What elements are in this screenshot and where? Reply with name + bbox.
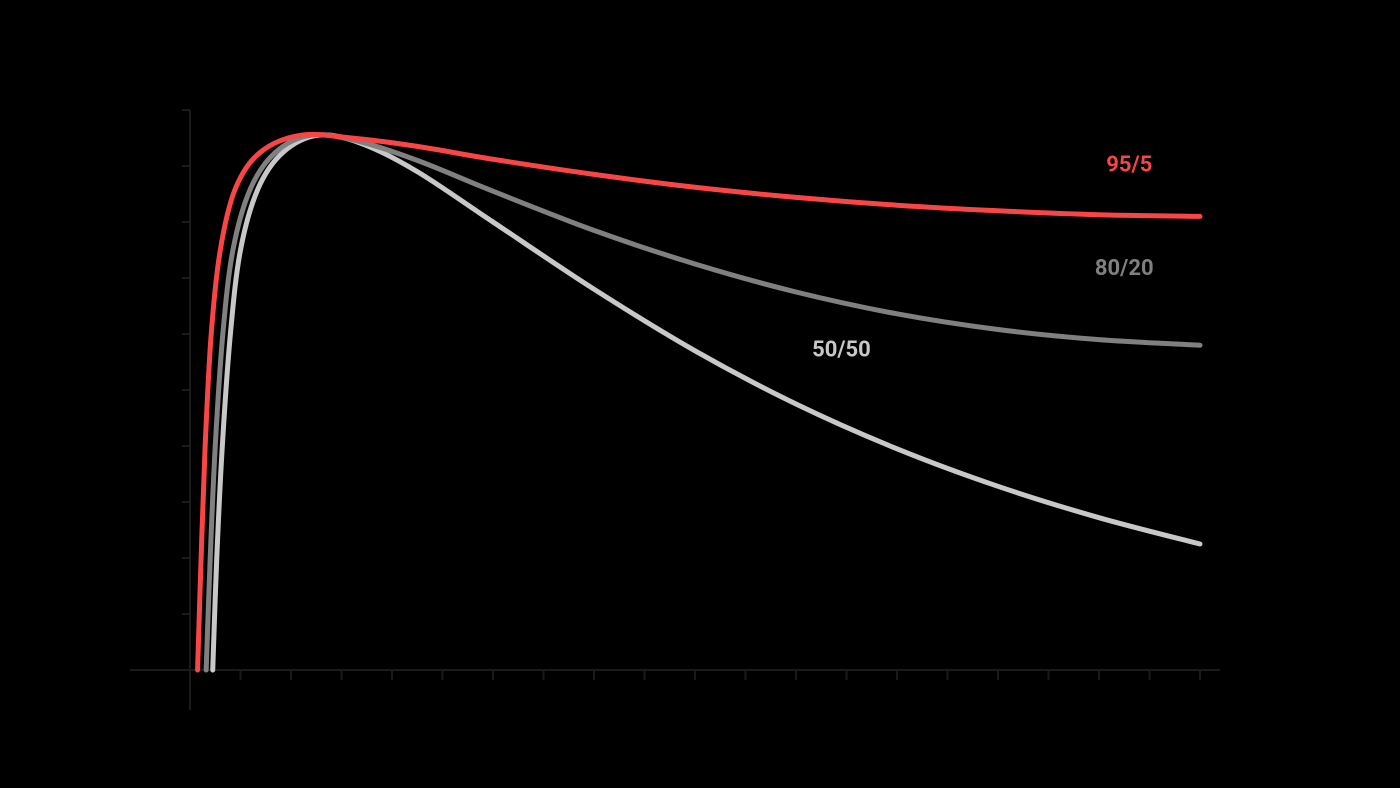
series-label-s50: 50/50	[812, 337, 871, 362]
series-label-s80: 80/20	[1095, 256, 1154, 281]
series-label-s95: 95/5	[1106, 153, 1152, 178]
line-chart: 95/5 80/20 50/50	[0, 0, 1400, 788]
